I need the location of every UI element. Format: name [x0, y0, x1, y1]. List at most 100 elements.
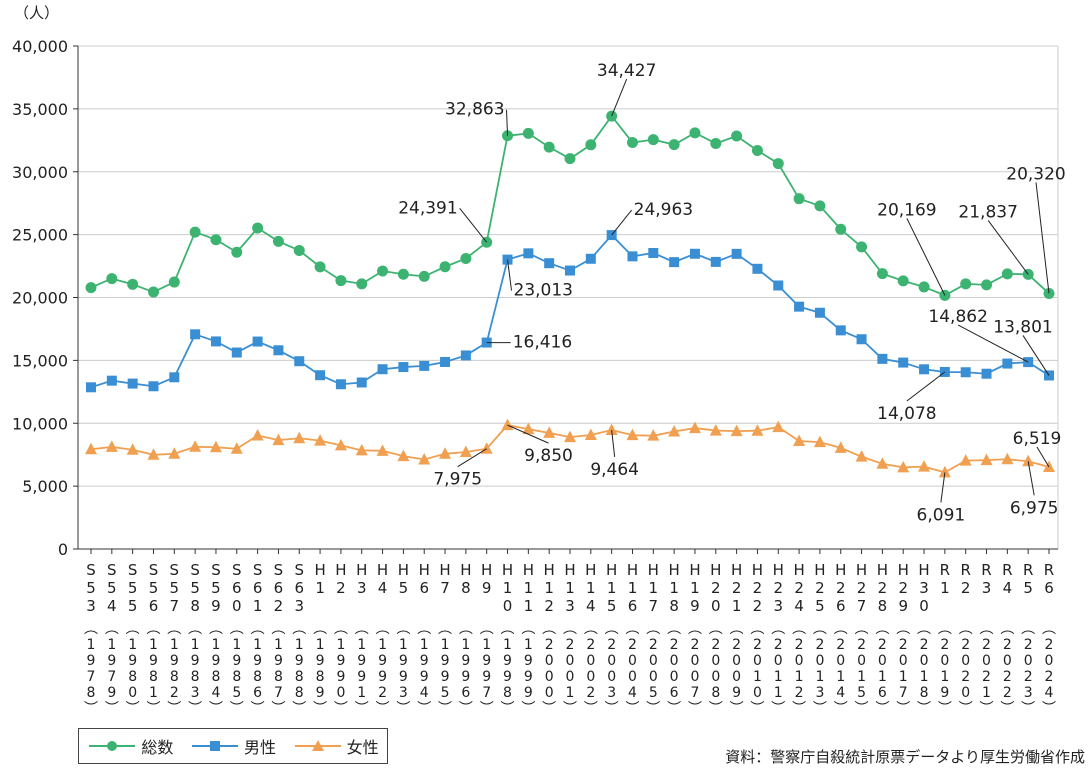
- point-total-6: [210, 234, 222, 246]
- leader-total-41: [906, 218, 946, 296]
- data-label-total-46: 20,320: [1006, 164, 1065, 184]
- point-total-34: [793, 193, 805, 205]
- leader-male-46: [1022, 335, 1050, 376]
- point-male-43: [981, 368, 992, 379]
- leader-female-46: [1036, 446, 1050, 468]
- point-female-36: [834, 441, 847, 453]
- leader-male-41: [906, 371, 946, 402]
- point-total-11: [314, 261, 326, 273]
- point-male-39: [898, 357, 909, 368]
- point-male-16: [419, 360, 430, 371]
- point-total-23: [564, 153, 576, 165]
- point-total-7: [231, 246, 243, 258]
- leader-female-20: [507, 424, 549, 444]
- point-total-26: [626, 137, 638, 149]
- point-male-9: [273, 345, 284, 356]
- point-female-29: [688, 421, 701, 434]
- y-tick-label-15000: 15,000: [12, 351, 68, 370]
- point-female-2: [126, 443, 139, 455]
- leader-total-19: [459, 207, 488, 243]
- x-year-label-14: ︵ 1 9 9 2 ︶: [376, 621, 390, 717]
- y-tick-label-0: 0: [58, 540, 68, 559]
- point-female-25: [605, 423, 618, 435]
- point-male-15: [398, 362, 409, 373]
- point-male-21: [523, 248, 534, 259]
- data-label-female-46: 6,519: [1013, 429, 1062, 449]
- data-label-total-20: 32,863: [445, 100, 504, 120]
- point-female-10: [293, 431, 306, 444]
- x-year-label-4: ︵ 1 9 8 2 ︶: [167, 621, 181, 717]
- data-label-female-19: 7,975: [433, 470, 482, 490]
- point-female-21: [522, 422, 535, 435]
- point-female-38: [876, 457, 889, 469]
- x-year-label-28: ︵ 2 0 0 6 ︶: [667, 621, 681, 717]
- x-year-label-41: ︵ 2 0 1 9 ︶: [938, 621, 952, 717]
- point-total-43: [981, 279, 993, 291]
- point-female-32: [751, 424, 764, 436]
- point-total-9: [272, 235, 284, 247]
- point-total-0: [85, 282, 97, 294]
- point-total-30: [710, 137, 722, 149]
- point-female-4: [168, 447, 181, 459]
- leader-total-45: [987, 220, 1029, 275]
- leader-female-45: [1027, 461, 1035, 496]
- data-label-total-41: 20,169: [877, 200, 936, 220]
- x-year-label-24: ︵ 2 0 0 2 ︶: [584, 621, 598, 717]
- point-male-0: [86, 382, 96, 393]
- y-tick-label-20000: 20,000: [12, 289, 68, 308]
- x-year-label-3: ︵ 1 9 8 1 ︶: [146, 621, 160, 717]
- point-total-10: [293, 244, 305, 256]
- point-total-35: [814, 200, 826, 212]
- legend-item-total: 総数: [87, 734, 173, 758]
- point-female-1: [105, 440, 118, 452]
- point-male-12: [335, 379, 346, 390]
- point-female-14: [376, 444, 389, 456]
- x-year-label-19: ︵ 1 9 9 7 ︶: [480, 621, 494, 717]
- point-male-26: [627, 251, 638, 262]
- point-male-29: [689, 248, 700, 259]
- point-male-27: [648, 247, 659, 258]
- x-year-label-7: ︵ 1 9 8 5 ︶: [230, 621, 244, 717]
- point-female-41: [938, 465, 951, 478]
- point-female-31: [730, 424, 743, 437]
- point-total-39: [897, 275, 909, 287]
- point-male-31: [731, 248, 742, 259]
- point-female-8: [251, 428, 264, 441]
- point-female-15: [397, 449, 410, 462]
- point-male-4: [169, 372, 180, 383]
- x-year-label-33: ︵ 2 0 1 1 ︶: [771, 621, 785, 717]
- x-year-label-25: ︵ 2 0 0 3 ︶: [605, 621, 619, 717]
- x-year-label-39: ︵ 2 0 1 7 ︶: [896, 621, 910, 717]
- point-female-6: [209, 440, 222, 453]
- point-total-5: [189, 226, 201, 238]
- point-female-16: [418, 452, 431, 465]
- source-note: 資料：警察庁自殺統計原票データより厚生労働省作成: [725, 748, 1085, 766]
- point-total-24: [585, 139, 597, 151]
- x-year-label-36: ︵ 2 0 1 4 ︶: [834, 621, 848, 717]
- point-total-2: [127, 278, 139, 290]
- x-year-label-27: ︵ 2 0 0 5 ︶: [646, 621, 660, 717]
- point-female-44: [1001, 452, 1014, 465]
- x-year-label-29: ︵ 2 0 0 7 ︶: [688, 621, 702, 717]
- point-male-28: [669, 257, 680, 268]
- x-year-label-8: ︵ 1 9 8 6 ︶: [251, 621, 265, 717]
- point-male-13: [356, 377, 367, 388]
- point-female-7: [230, 442, 243, 454]
- x-year-label-13: ︵ 1 9 9 1 ︶: [355, 621, 369, 717]
- y-tick-label-40000: 40,000: [12, 37, 68, 56]
